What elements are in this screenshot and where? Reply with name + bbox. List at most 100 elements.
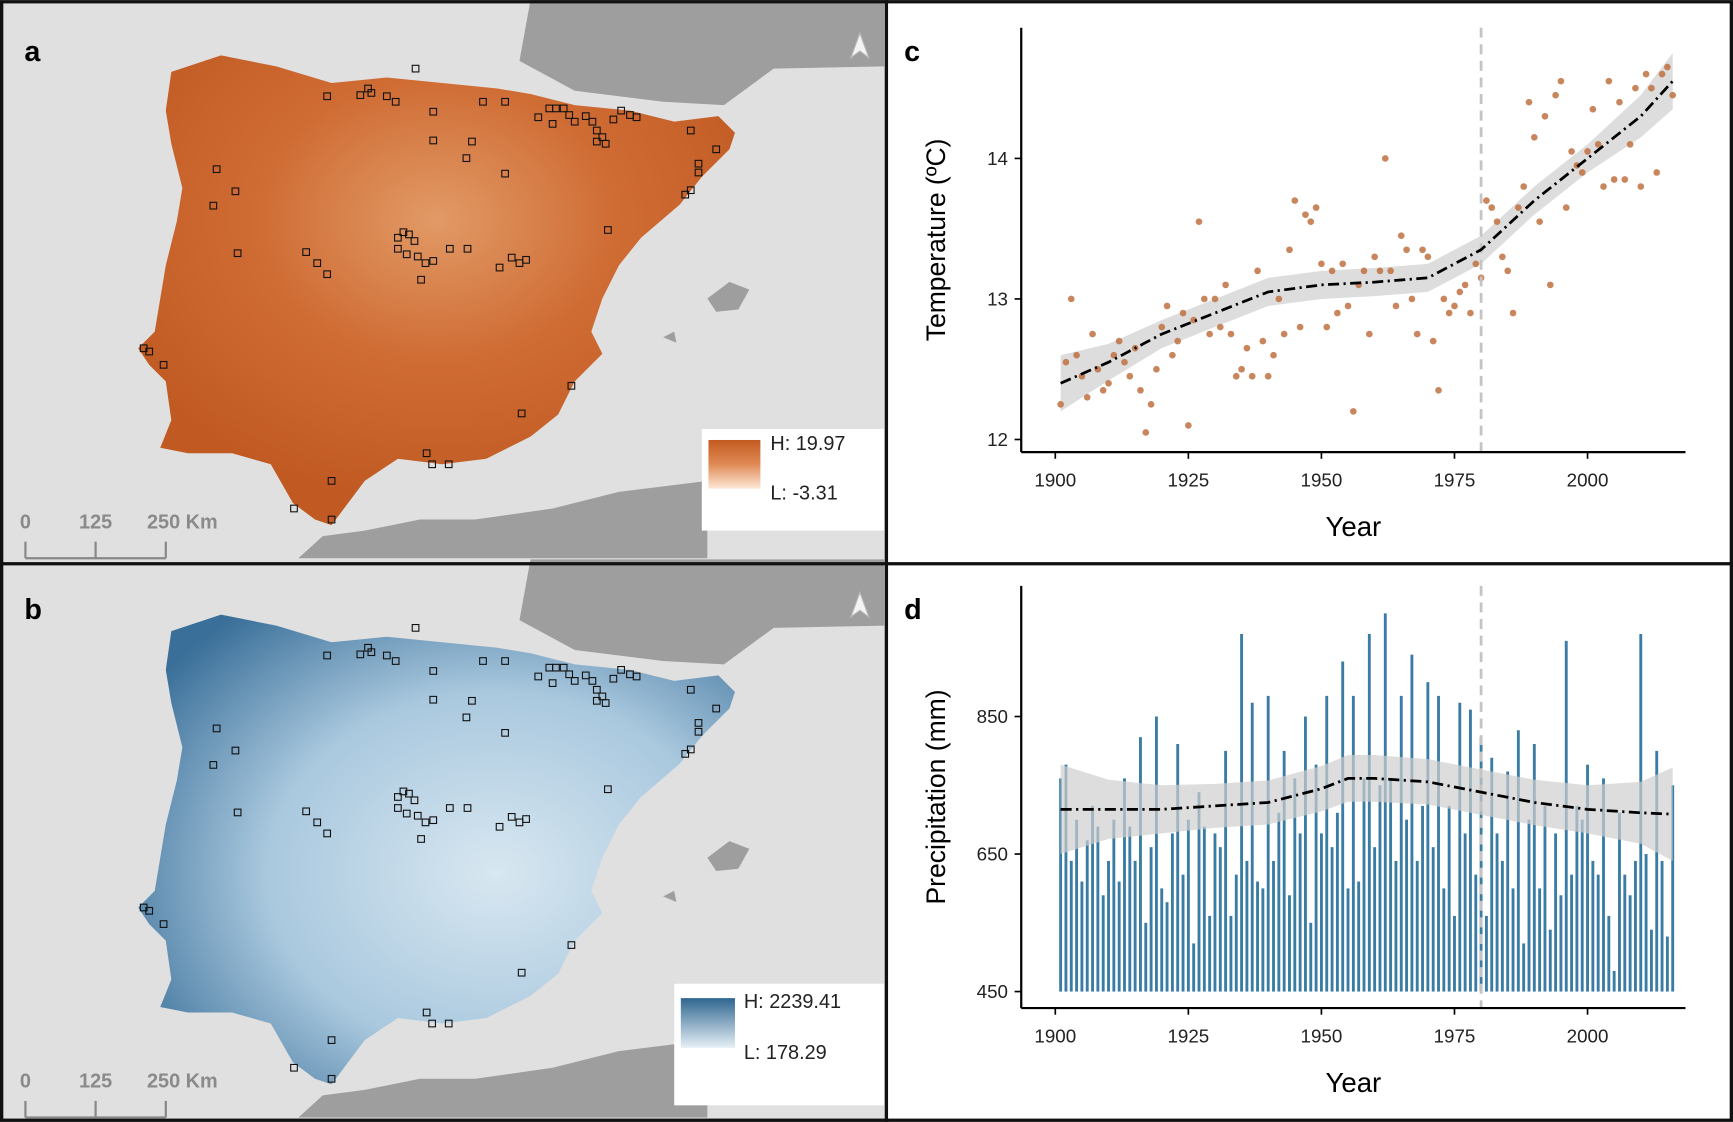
point	[1637, 183, 1644, 190]
x-tick-label: 2000	[1567, 1025, 1609, 1046]
bar	[1160, 888, 1163, 991]
point	[1414, 331, 1421, 338]
bar	[1251, 703, 1254, 992]
y-tick-label: 13	[987, 289, 1008, 310]
scale-label: 125	[79, 511, 112, 533]
bar	[1496, 833, 1499, 991]
point	[1291, 197, 1298, 204]
x-tick-label: 1975	[1434, 469, 1476, 490]
point	[1185, 422, 1192, 429]
bar	[1235, 875, 1238, 992]
legend-high: H: 2239.41	[744, 991, 841, 1013]
point	[1494, 218, 1501, 225]
bar	[1607, 916, 1610, 992]
bar	[1230, 916, 1233, 992]
scale-label: 0	[20, 511, 31, 533]
legend-low: L: 178.29	[744, 1042, 827, 1064]
point	[1318, 261, 1325, 268]
point	[1238, 366, 1245, 373]
bar	[1432, 847, 1435, 991]
bar	[1182, 875, 1185, 992]
point	[1068, 296, 1075, 303]
bar	[1464, 833, 1467, 991]
point	[1100, 387, 1107, 394]
bar	[1139, 737, 1142, 991]
legend-swatch	[681, 998, 735, 1048]
point	[1435, 387, 1442, 394]
bar	[1187, 820, 1190, 992]
bar	[1155, 717, 1158, 992]
y-tick-label: 650	[977, 844, 1008, 865]
point	[1121, 359, 1128, 366]
point	[1105, 380, 1112, 387]
y-tick-label: 12	[987, 429, 1008, 450]
scale-label: 250 Km	[147, 511, 218, 533]
legend-swatch	[708, 440, 760, 489]
point	[1621, 176, 1628, 183]
point	[1441, 296, 1448, 303]
point	[1206, 331, 1213, 338]
bar	[1128, 827, 1131, 992]
point	[1260, 338, 1267, 345]
bar	[1400, 696, 1403, 992]
bar	[1373, 847, 1376, 991]
point	[1329, 268, 1336, 275]
x-tick-label: 1925	[1167, 469, 1209, 490]
point	[1600, 183, 1607, 190]
bar	[1320, 833, 1323, 991]
point	[1403, 246, 1410, 253]
panel-label: a	[24, 36, 41, 68]
bar	[1352, 696, 1355, 992]
point	[1222, 282, 1229, 289]
point	[1547, 282, 1554, 289]
bar	[1538, 888, 1541, 991]
bar	[1528, 820, 1531, 992]
point	[1393, 303, 1400, 310]
bar	[1389, 778, 1392, 991]
point	[1217, 324, 1224, 331]
x-tick-label: 1950	[1301, 469, 1343, 490]
point	[1558, 78, 1565, 85]
point	[1425, 253, 1432, 260]
point	[1371, 253, 1378, 260]
point	[1627, 141, 1634, 148]
bar	[1666, 937, 1669, 992]
point	[1073, 352, 1080, 359]
bar	[1613, 971, 1616, 992]
bar	[1070, 861, 1073, 992]
bar	[1245, 861, 1248, 992]
bar	[1171, 833, 1174, 991]
point	[1180, 310, 1187, 317]
bar	[1634, 861, 1637, 992]
point	[1196, 218, 1203, 225]
point	[1084, 394, 1091, 401]
bar	[1214, 833, 1217, 991]
point	[1398, 232, 1405, 239]
point	[1387, 268, 1394, 275]
bar	[1325, 696, 1328, 992]
y-axis-title: Temperature (ºC)	[921, 139, 951, 342]
point	[1542, 113, 1549, 120]
point	[1281, 331, 1288, 338]
point	[1616, 99, 1623, 106]
point	[1265, 373, 1272, 380]
bar	[1650, 930, 1653, 992]
bar	[1554, 833, 1557, 991]
bar	[1597, 875, 1600, 992]
point	[1334, 310, 1341, 317]
bar	[1474, 875, 1477, 992]
bar	[1107, 861, 1110, 992]
point	[1504, 268, 1511, 275]
bar	[1437, 696, 1440, 992]
bar	[1416, 861, 1419, 992]
point	[1254, 268, 1261, 275]
bar	[1453, 916, 1456, 992]
point	[1307, 218, 1314, 225]
point	[1057, 401, 1064, 408]
bar	[1341, 662, 1344, 992]
x-axis-title: Year	[1325, 1067, 1381, 1098]
bar	[1102, 895, 1105, 991]
bar	[1661, 861, 1664, 992]
point	[1669, 92, 1676, 99]
point	[1212, 296, 1219, 303]
